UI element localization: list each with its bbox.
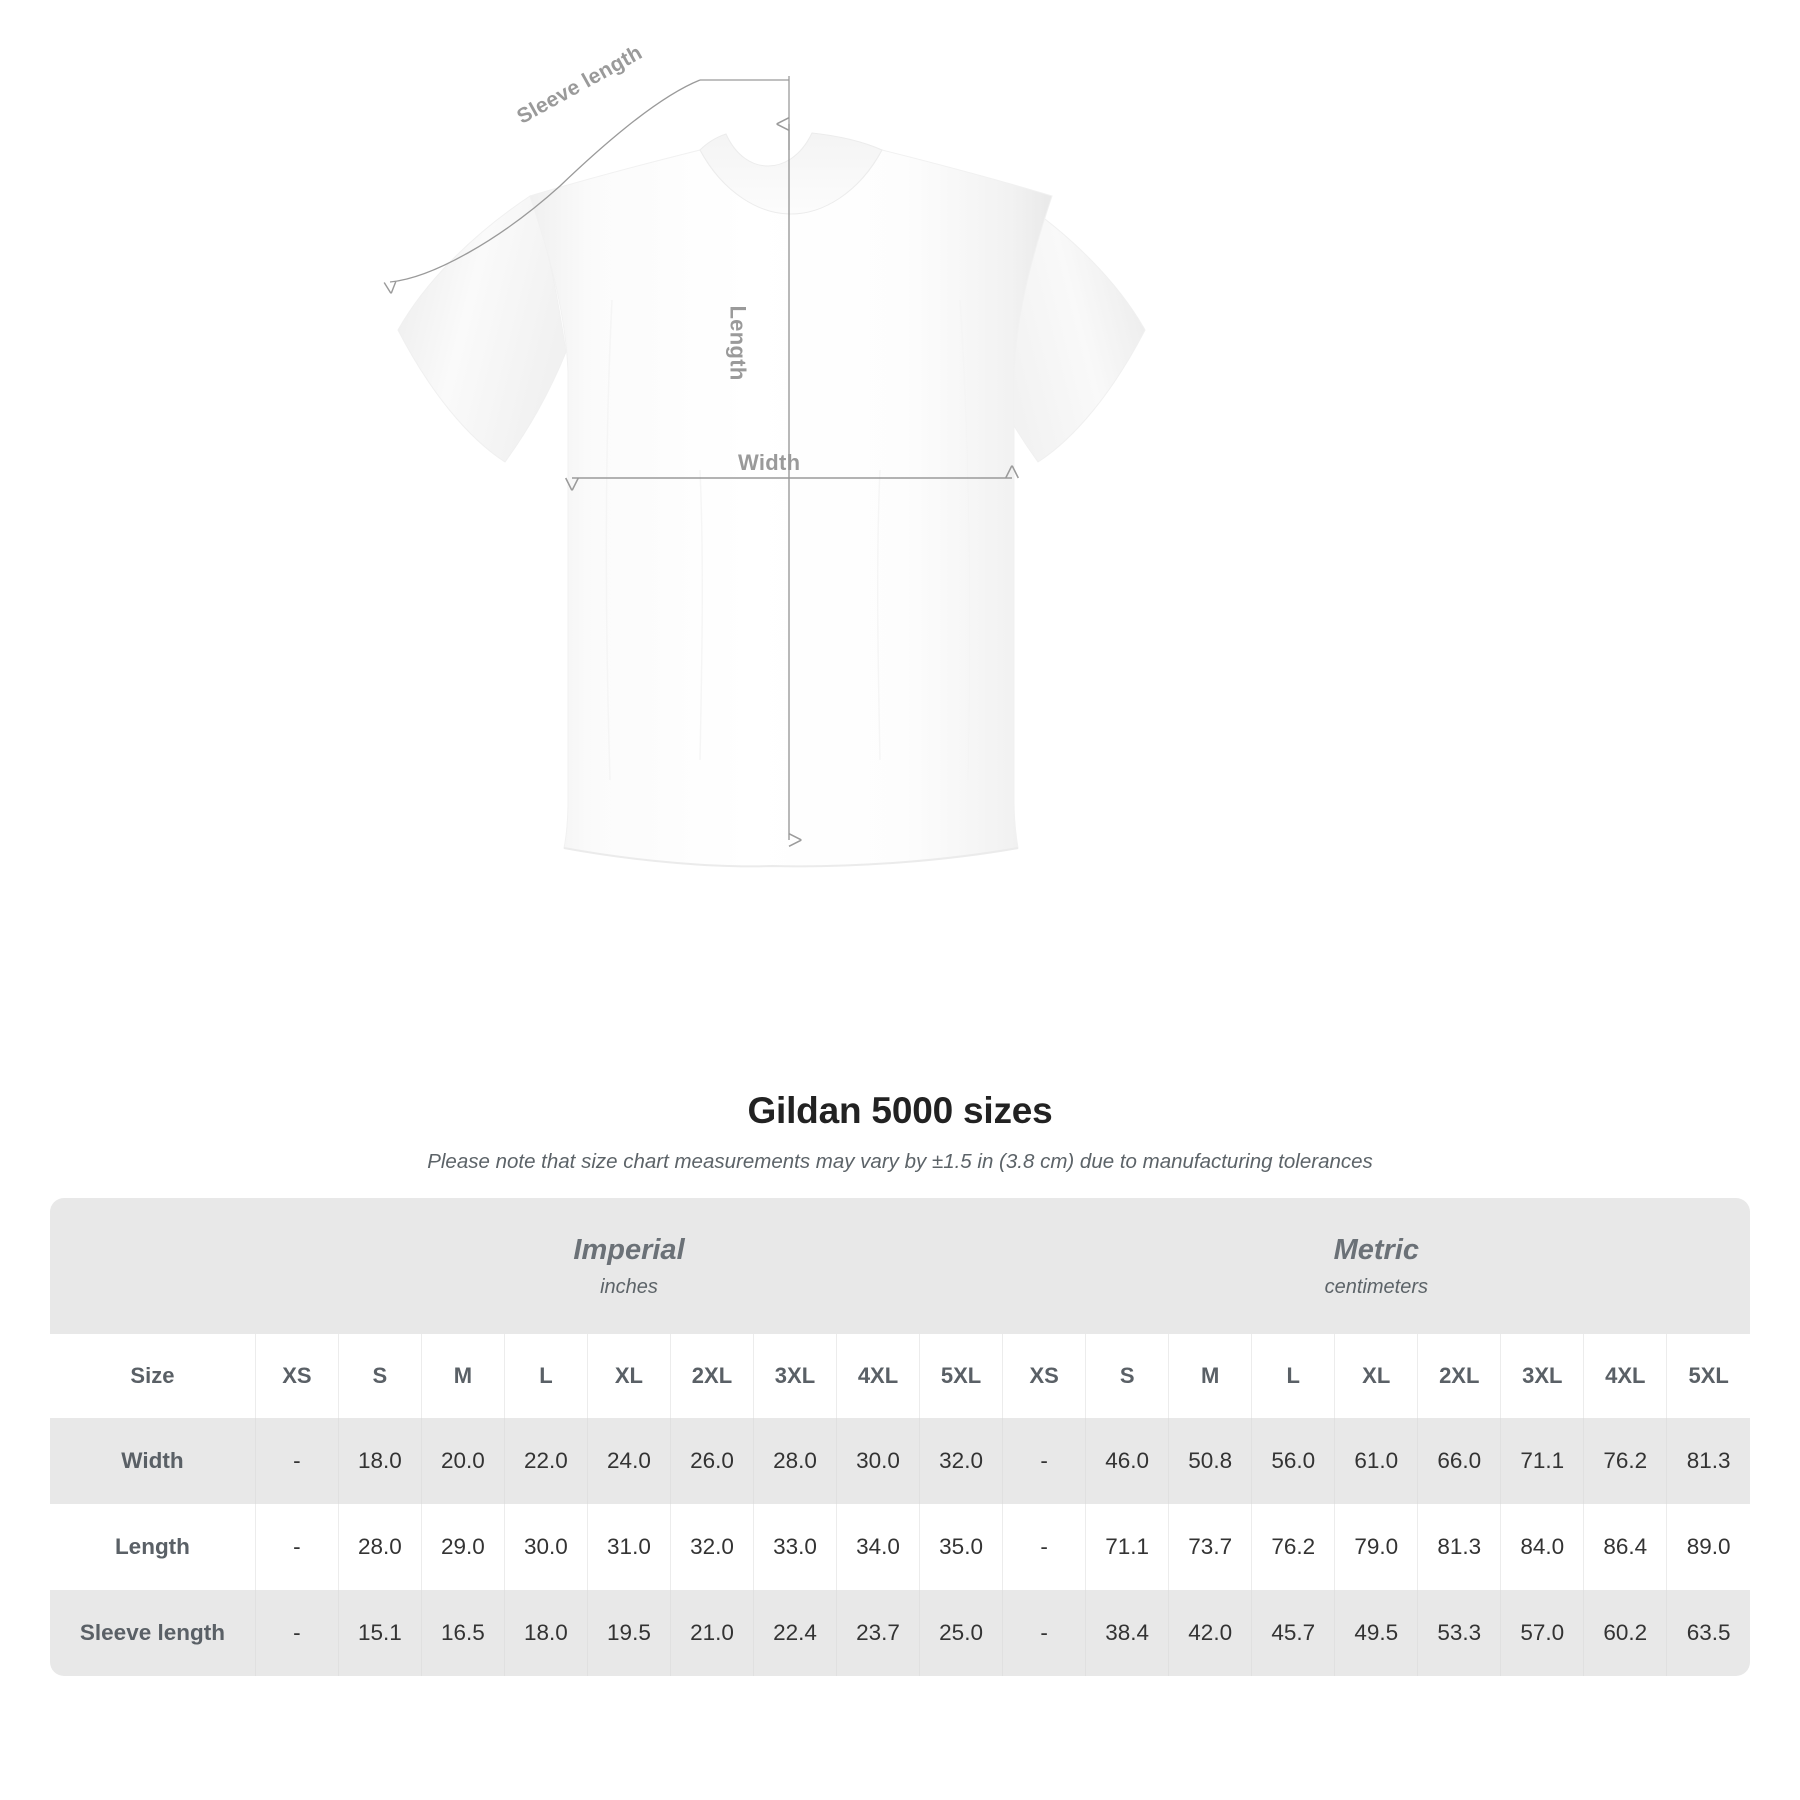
tshirt-measurement-diagram: Sleeve length Length Width [0, 41, 1146, 868]
size-header-metric-m: M [1168, 1334, 1252, 1418]
size-header-imperial-3xl: 3XL [752, 1334, 837, 1418]
table-row: Width - 18.0 20.0 22.0 24.0 26.0 28.0 30… [50, 1418, 1750, 1504]
cell-length-imperial-xl: 31.0 [586, 1504, 671, 1590]
cell-length-metric-5xl: 89.0 [1666, 1504, 1750, 1590]
cell-width-imperial-s: 18.0 [337, 1418, 422, 1504]
size-header-imperial-4xl: 4XL [835, 1334, 920, 1418]
cell-sleeve-imperial-l: 18.0 [503, 1590, 588, 1676]
cell-length-metric-m: 73.7 [1168, 1504, 1252, 1590]
unit-group-imperial-name: Imperial [573, 1233, 685, 1266]
cell-sleeve-imperial-xs: - [254, 1590, 339, 1676]
cell-length-imperial-xs: - [254, 1504, 339, 1590]
size-header-imperial-2xl: 2XL [669, 1334, 754, 1418]
chart-title-block: Gildan 5000 sizes Please note that size … [0, 1090, 1800, 1174]
cell-length-imperial-l: 30.0 [503, 1504, 588, 1590]
size-header-metric-3xl: 3XL [1500, 1334, 1584, 1418]
cell-width-imperial-3xl: 28.0 [752, 1418, 837, 1504]
cell-width-metric-3xl: 71.1 [1500, 1418, 1584, 1504]
size-chart-table-wrapper: Imperial inches Metric centimeters Size … [50, 1198, 1750, 1676]
cell-sleeve-imperial-2xl: 21.0 [669, 1590, 754, 1676]
tshirt-illustration [0, 76, 1146, 868]
cell-length-imperial-s: 28.0 [337, 1504, 422, 1590]
tshirt-shape [397, 132, 1146, 868]
row-label-sleeve-length: Sleeve length [50, 1590, 256, 1676]
cell-width-metric-s: 46.0 [1085, 1418, 1169, 1504]
unit-group-metric-sub: centimeters [1324, 1275, 1429, 1298]
length-dimension-label: Length [725, 305, 751, 381]
cell-sleeve-metric-xl: 49.5 [1334, 1590, 1418, 1676]
cell-sleeve-imperial-xl: 19.5 [586, 1590, 671, 1676]
unit-group-imperial: Imperial inches [255, 1198, 1003, 1334]
size-header-metric-s: S [1085, 1334, 1169, 1418]
cell-width-metric-xl: 61.0 [1334, 1418, 1418, 1504]
cell-width-metric-5xl: 81.3 [1666, 1418, 1750, 1504]
cell-width-metric-2xl: 66.0 [1417, 1418, 1501, 1504]
row-label-length: Length [50, 1504, 256, 1590]
size-header-metric-xl: XL [1334, 1334, 1418, 1418]
cell-length-imperial-5xl: 35.0 [918, 1504, 1003, 1590]
cell-width-imperial-xl: 24.0 [586, 1418, 671, 1504]
cell-width-metric-4xl: 76.2 [1583, 1418, 1667, 1504]
row-label-width: Width [50, 1418, 256, 1504]
page-title: Gildan 5000 sizes [747, 1090, 1053, 1131]
cell-width-imperial-5xl: 32.0 [918, 1418, 1003, 1504]
unit-band-spacer [50, 1198, 256, 1334]
size-header-imperial-xs: XS [254, 1334, 339, 1418]
cell-sleeve-metric-s: 38.4 [1085, 1590, 1169, 1676]
unit-system-header-row: Imperial inches Metric centimeters [50, 1198, 1750, 1334]
size-header-imperial-5xl: 5XL [918, 1334, 1003, 1418]
unit-group-imperial-sub: inches [600, 1275, 658, 1298]
size-header-imperial-s: S [337, 1334, 422, 1418]
cell-width-imperial-m: 20.0 [420, 1418, 505, 1504]
size-header-metric-2xl: 2XL [1417, 1334, 1501, 1418]
cell-width-imperial-4xl: 30.0 [835, 1418, 920, 1504]
cell-length-imperial-m: 29.0 [420, 1504, 505, 1590]
size-header-metric-xs: XS [1002, 1334, 1086, 1418]
size-header-imperial-xl: XL [586, 1334, 671, 1418]
cell-width-metric-l: 56.0 [1251, 1418, 1335, 1504]
cell-length-metric-xs: - [1002, 1504, 1086, 1590]
cell-length-metric-l: 76.2 [1251, 1504, 1335, 1590]
size-chart-table: Imperial inches Metric centimeters Size … [50, 1198, 1750, 1676]
size-header-label: Size [50, 1334, 256, 1418]
cell-sleeve-metric-l: 45.7 [1251, 1590, 1335, 1676]
cell-length-imperial-2xl: 32.0 [669, 1504, 754, 1590]
cell-sleeve-metric-xs: - [1002, 1590, 1086, 1676]
cell-sleeve-imperial-m: 16.5 [420, 1590, 505, 1676]
cell-width-imperial-2xl: 26.0 [669, 1418, 754, 1504]
table-row: Sleeve length - 15.1 16.5 18.0 19.5 21.0… [50, 1590, 1750, 1676]
cell-sleeve-imperial-s: 15.1 [337, 1590, 422, 1676]
cell-length-metric-xl: 79.0 [1334, 1504, 1418, 1590]
cell-sleeve-metric-m: 42.0 [1168, 1590, 1252, 1676]
cell-length-metric-4xl: 86.4 [1583, 1504, 1667, 1590]
unit-group-metric: Metric centimeters [1002, 1198, 1750, 1334]
cell-length-imperial-4xl: 34.0 [835, 1504, 920, 1590]
size-header-imperial-m: M [420, 1334, 505, 1418]
tolerance-note: Please note that size chart measurements… [427, 1150, 1373, 1173]
cell-width-imperial-l: 22.0 [503, 1418, 588, 1504]
cell-width-metric-xs: - [1002, 1418, 1086, 1504]
cell-sleeve-imperial-3xl: 22.4 [752, 1590, 837, 1676]
cell-sleeve-metric-3xl: 57.0 [1500, 1590, 1584, 1676]
size-header-row: Size XS S M L XL 2XL 3XL 4XL 5XL XS S M … [50, 1334, 1750, 1418]
cell-width-imperial-xs: - [254, 1418, 339, 1504]
cell-sleeve-metric-4xl: 60.2 [1583, 1590, 1667, 1676]
size-header-imperial-l: L [503, 1334, 588, 1418]
cell-length-metric-s: 71.1 [1085, 1504, 1169, 1590]
cell-sleeve-imperial-4xl: 23.7 [835, 1590, 920, 1676]
width-dimension-label: Width [738, 450, 801, 475]
size-header-metric-5xl: 5XL [1666, 1334, 1750, 1418]
cell-length-metric-3xl: 84.0 [1500, 1504, 1584, 1590]
cell-sleeve-metric-2xl: 53.3 [1417, 1590, 1501, 1676]
size-header-metric-4xl: 4XL [1583, 1334, 1667, 1418]
cell-width-metric-m: 50.8 [1168, 1418, 1252, 1504]
size-header-metric-l: L [1251, 1334, 1335, 1418]
cell-sleeve-metric-5xl: 63.5 [1666, 1590, 1750, 1676]
unit-group-metric-name: Metric [1333, 1233, 1420, 1266]
cell-length-metric-2xl: 81.3 [1417, 1504, 1501, 1590]
cell-length-imperial-3xl: 33.0 [752, 1504, 837, 1590]
cell-sleeve-imperial-5xl: 25.0 [918, 1590, 1003, 1676]
table-row: Length - 28.0 29.0 30.0 31.0 32.0 33.0 3… [50, 1504, 1750, 1590]
